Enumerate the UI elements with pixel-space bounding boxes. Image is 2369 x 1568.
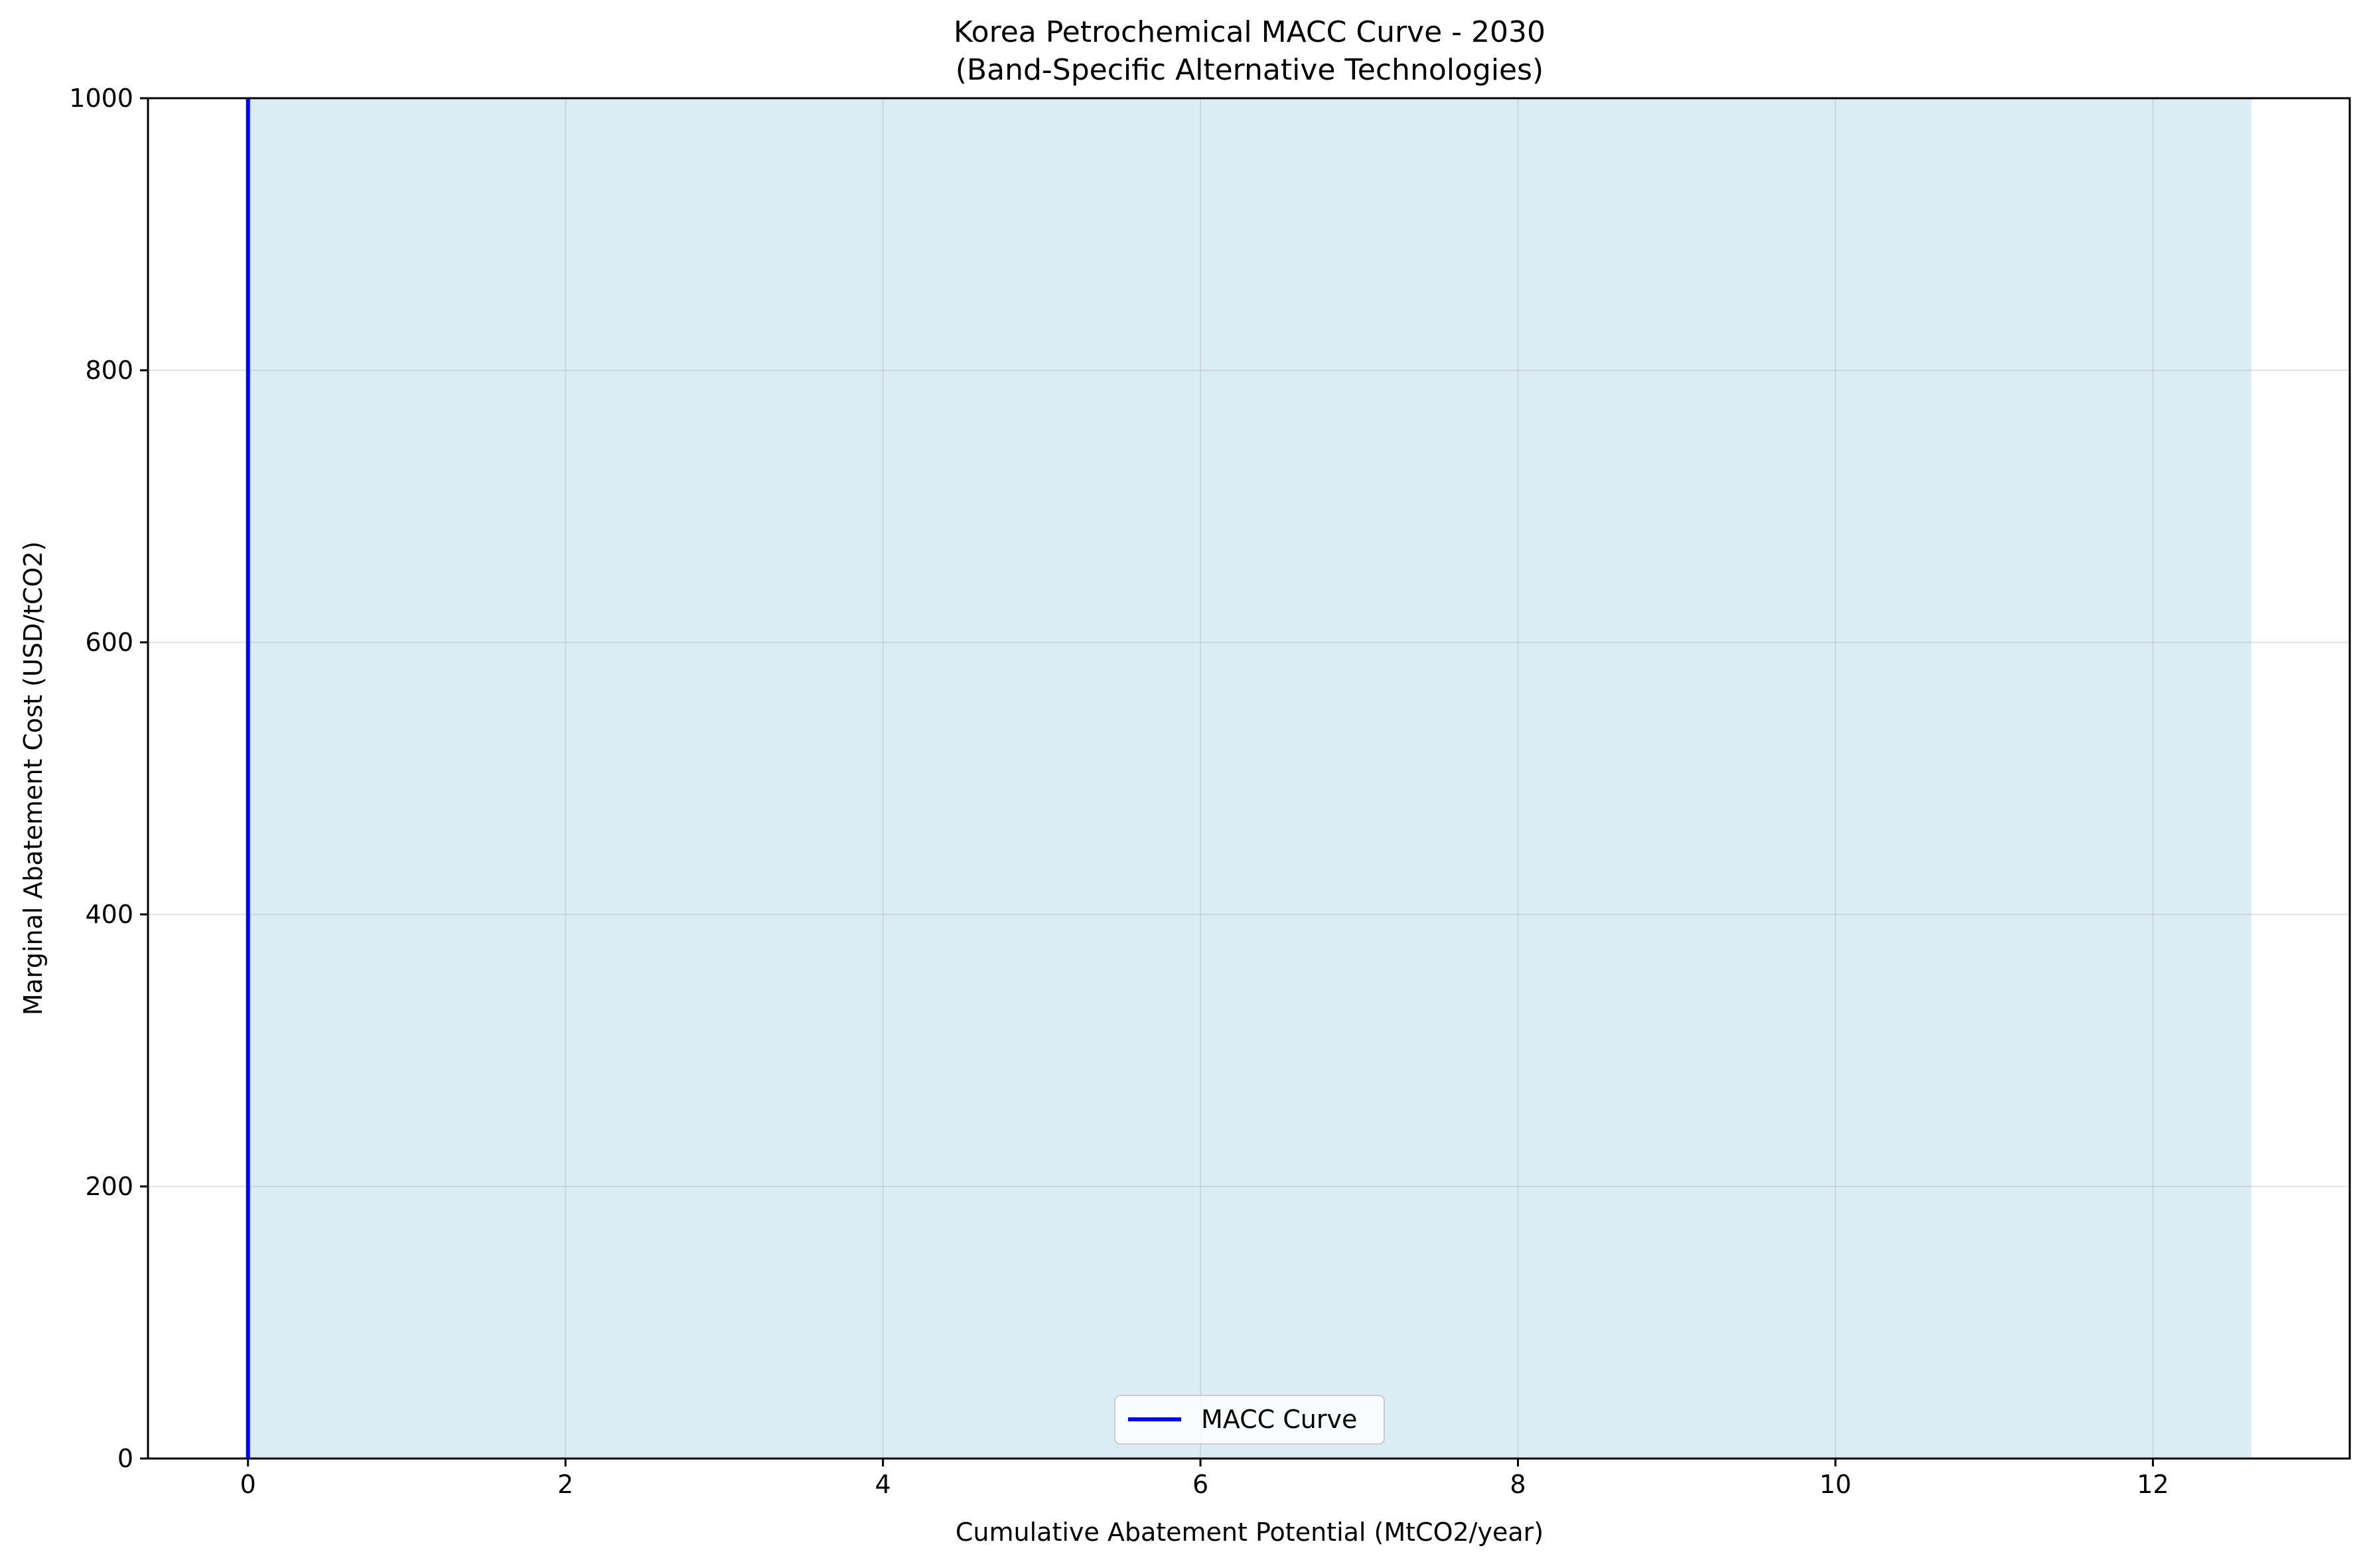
x-tick-label: 0 <box>240 1470 256 1499</box>
x-tick-label: 8 <box>1510 1470 1526 1499</box>
y-tick-label: 1000 <box>69 84 133 113</box>
chart-subtitle: (Band-Specific Alternative Technologies) <box>956 53 1543 87</box>
plot-frame <box>147 97 2351 1460</box>
y-tick-label: 200 <box>85 1172 133 1201</box>
legend-label-macc-curve: MACC Curve <box>1201 1405 1357 1434</box>
legend: MACC Curve <box>1114 1395 1385 1445</box>
x-tick-label: 4 <box>875 1470 891 1499</box>
x-axis-label: Cumulative Abatement Potential (MtCO2/ye… <box>956 1518 1543 1547</box>
macc-fill-area <box>248 98 2252 1459</box>
y-tick-label: 800 <box>85 356 133 385</box>
x-tick-label: 6 <box>1192 1470 1208 1499</box>
chart-title: Korea Petrochemical MACC Curve - 2030 <box>954 15 1545 49</box>
legend-box <box>1114 1395 1385 1445</box>
x-tick-label: 12 <box>2137 1470 2169 1499</box>
y-tick-label: 600 <box>85 628 133 657</box>
y-tick-label: 0 <box>117 1444 133 1473</box>
x-tick-label: 2 <box>557 1470 573 1499</box>
x-tick-label: 10 <box>1820 1470 1851 1499</box>
y-axis-label: Marginal Abatement Cost (USD/tCO2) <box>19 541 48 1016</box>
y-tick-label: 400 <box>85 900 133 929</box>
